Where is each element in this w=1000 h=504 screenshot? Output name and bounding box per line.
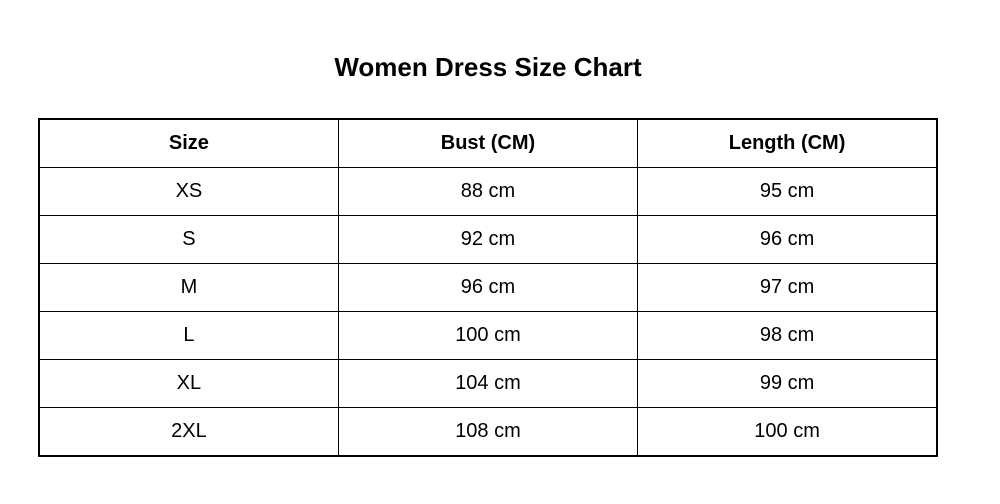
cell-bust: 96 cm <box>337 263 639 312</box>
cell-bust: 92 cm <box>337 215 639 264</box>
cell-length: 96 cm <box>637 215 938 264</box>
column-header-length: Length (CM) <box>637 118 938 168</box>
table-body: XS 88 cm 95 cm S 92 cm 96 cm M 96 cm 97 … <box>38 167 938 457</box>
cell-size: 2XL <box>38 407 339 457</box>
cell-length: 100 cm <box>637 407 938 457</box>
cell-length: 99 cm <box>637 359 938 408</box>
cell-size: S <box>38 215 339 264</box>
table-header-row: Size Bust (CM) Length (CM) <box>38 118 938 168</box>
cell-bust: 108 cm <box>337 407 639 457</box>
cell-length: 95 cm <box>637 167 938 216</box>
cell-size: XL <box>38 359 339 408</box>
cell-size: L <box>38 311 339 360</box>
table-row: XL 104 cm 99 cm <box>38 359 938 408</box>
column-header-size: Size <box>38 118 339 168</box>
table-row: XS 88 cm 95 cm <box>38 167 938 216</box>
table-row: L 100 cm 98 cm <box>38 311 938 360</box>
table-header: Size Bust (CM) Length (CM) <box>38 118 938 168</box>
page-title: Women Dress Size Chart <box>334 52 642 82</box>
cell-length: 98 cm <box>637 311 938 360</box>
cell-size: XS <box>38 167 339 216</box>
table-row: S 92 cm 96 cm <box>38 215 938 264</box>
cell-length: 97 cm <box>637 263 938 312</box>
column-header-bust: Bust (CM) <box>337 118 639 168</box>
size-chart-table: Size Bust (CM) Length (CM) XS 88 cm 95 c… <box>38 118 938 457</box>
cell-bust: 100 cm <box>337 311 639 360</box>
cell-bust: 88 cm <box>337 167 639 216</box>
table-row: M 96 cm 97 cm <box>38 263 938 312</box>
cell-size: M <box>38 263 339 312</box>
cell-bust: 104 cm <box>337 359 639 408</box>
table-row: 2XL 108 cm 100 cm <box>38 407 938 457</box>
